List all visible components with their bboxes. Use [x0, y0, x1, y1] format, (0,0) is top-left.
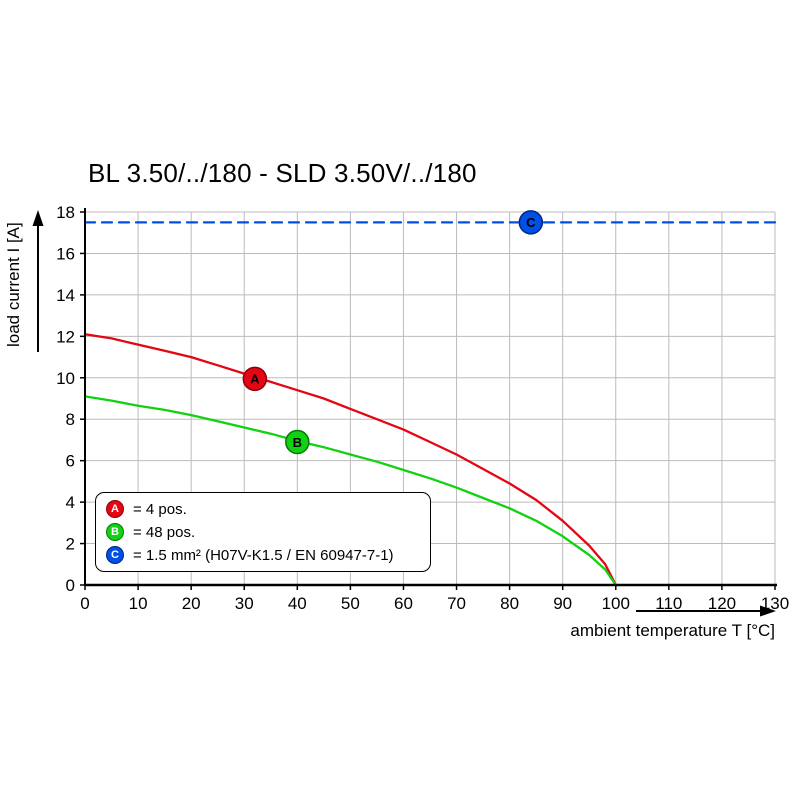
series-a-marker-icon: A — [106, 500, 124, 518]
legend-label-c: = 1.5 mm² (H07V-K1.5 / EN 60947-7-1) — [133, 546, 394, 564]
x-tick-label: 70 — [447, 594, 466, 613]
legend-item-b: B = 48 pos. — [106, 523, 420, 541]
chart-title: BL 3.50/../180 - SLD 3.50V/../180 — [88, 158, 477, 188]
axes — [84, 208, 777, 587]
y-tick-label: 10 — [56, 369, 75, 388]
y-axis-label: load current I [A] — [4, 222, 23, 348]
tick-labels: 0 10 20 30 40 50 60 70 80 90 100 110 120 130024681012… — [56, 203, 789, 613]
marker-a-icon — [242, 366, 268, 392]
axis-arrows — [32, 210, 776, 617]
series-c-marker-icon: C — [106, 546, 124, 564]
x-tick-label: 120 — [708, 594, 736, 613]
legend-label-b: = 48 pos. — [133, 523, 196, 541]
x-tick-label: 50 — [341, 594, 360, 613]
series-b-line — [83, 395, 617, 587]
x-tick-label: 10 — [129, 594, 148, 613]
legend-item-c: C = 1.5 mm² (H07V-K1.5 / EN 60947-7-1) — [106, 546, 420, 564]
y-tick-label: 0 — [66, 576, 75, 595]
marker-b-icon — [285, 429, 310, 455]
marker-b-letter: B — [293, 435, 302, 450]
marker-c-letter: C — [526, 215, 536, 230]
y-tick-label: 2 — [66, 535, 75, 554]
y-tick-label: 14 — [56, 286, 75, 305]
legend-item-a: A = 4 pos. — [106, 500, 420, 518]
y-tick-label: 4 — [66, 493, 75, 512]
x-tick-label: 100 — [602, 594, 630, 613]
series-curves — [83, 221, 777, 587]
x-tick-label: 0 — [80, 594, 89, 613]
y-tick-label: 12 — [56, 327, 75, 346]
x-tick-label: 90 — [553, 594, 572, 613]
y-tick-label: 18 — [56, 203, 75, 222]
legend-label-a: = 4 pos. — [133, 500, 187, 518]
x-tick-label: 20 — [182, 594, 201, 613]
y-tick-label: 16 — [56, 244, 75, 263]
y-tick-label: 8 — [66, 410, 75, 429]
series-b-marker-icon: B — [106, 523, 124, 541]
y-tick-label: 6 — [66, 452, 75, 471]
x-axis-label: ambient temperature T [°C] — [570, 621, 775, 640]
legend: A = 4 pos. B = 48 pos. C = 1.5 mm² (H07V… — [95, 492, 431, 572]
marker-a-letter: A — [250, 372, 260, 387]
marker-c-icon — [518, 210, 544, 235]
x-tick-label: 110 — [655, 594, 682, 613]
x-tick-label: 40 — [288, 594, 307, 613]
x-tick-label: 60 — [394, 594, 413, 613]
x-tick-label: 80 — [500, 594, 519, 613]
curve-markers: A B C — [242, 210, 544, 455]
x-tick-label: 30 — [235, 594, 254, 613]
series-a-line — [83, 333, 617, 587]
